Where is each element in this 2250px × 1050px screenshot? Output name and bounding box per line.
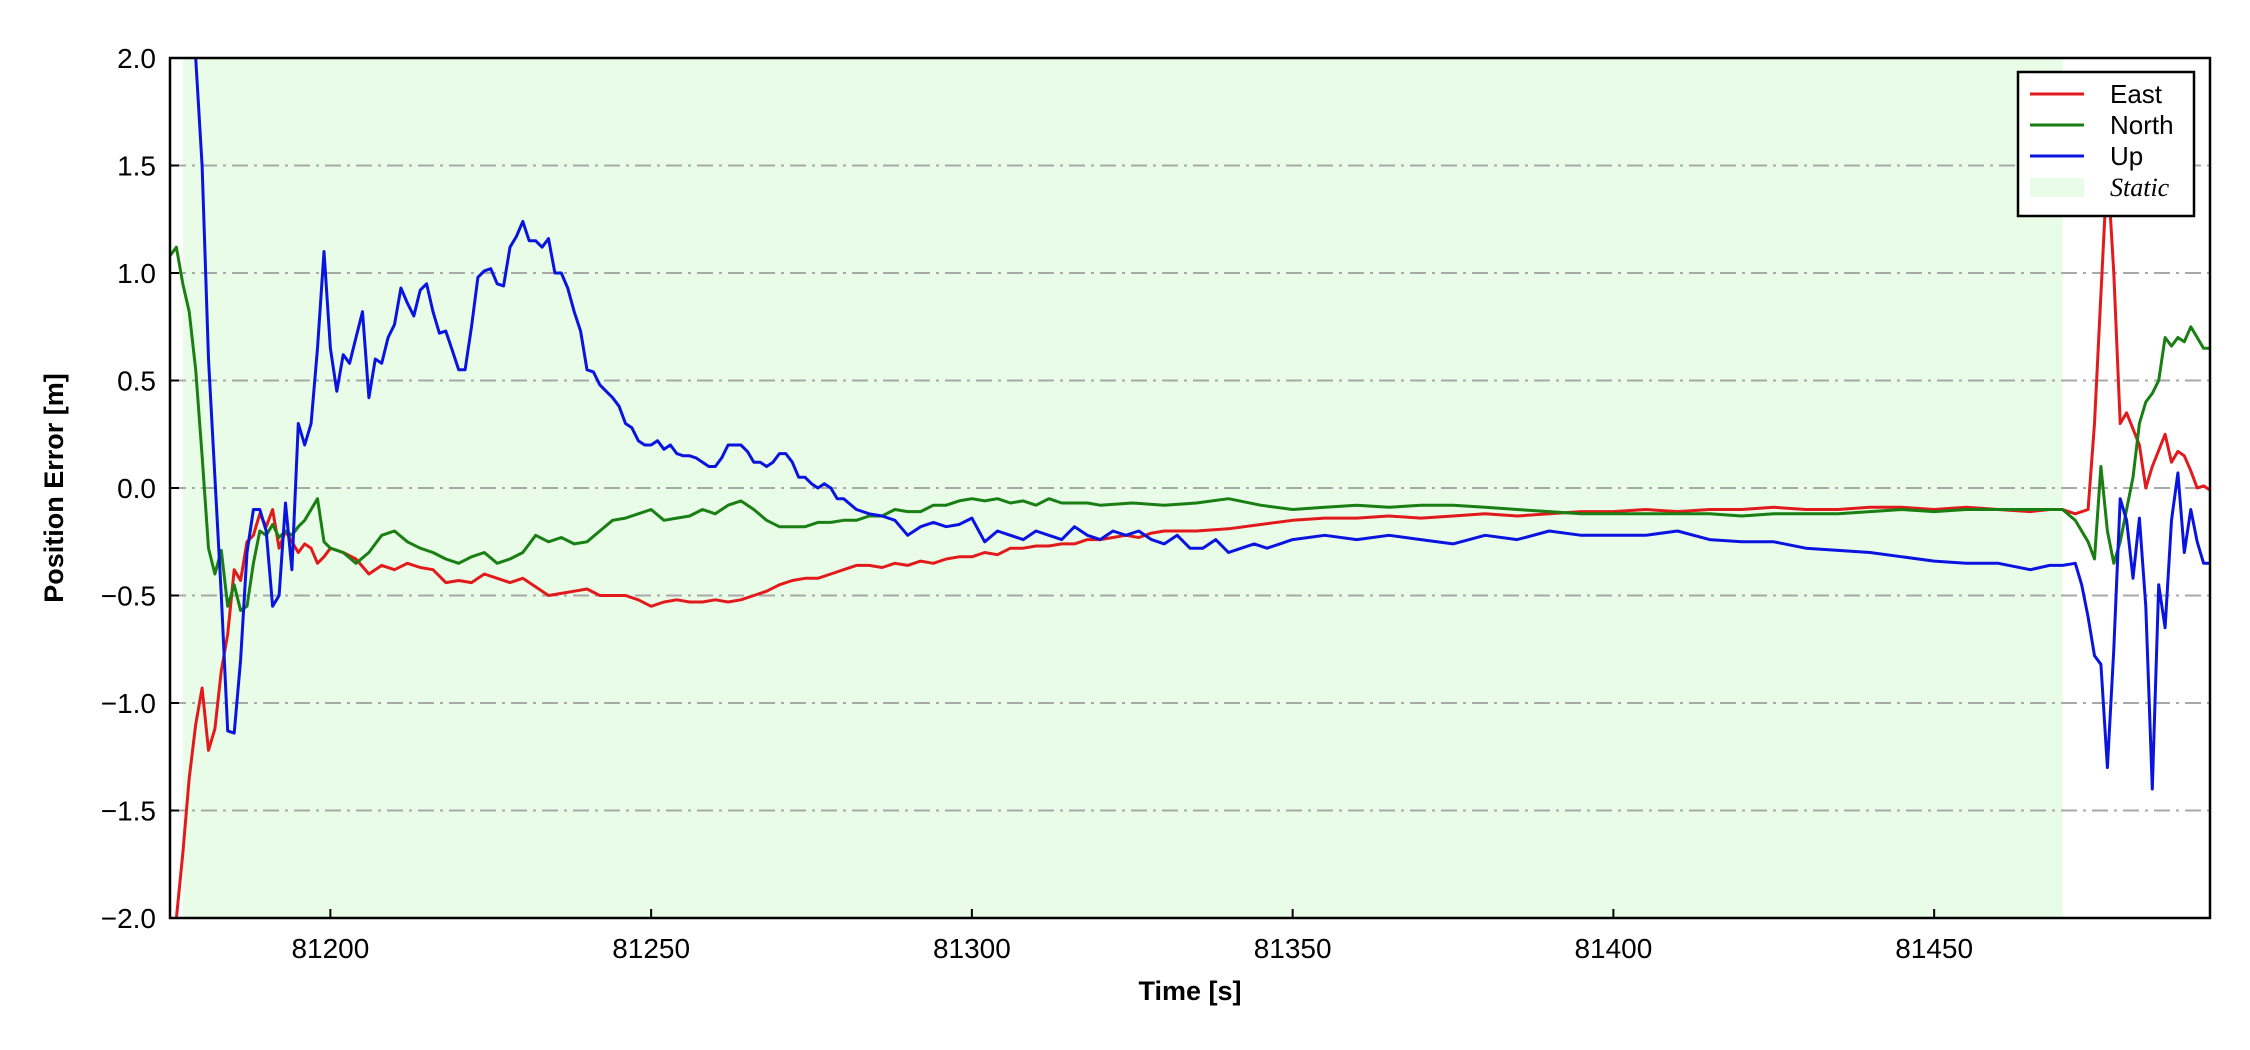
legend-label-east: East xyxy=(2110,79,2163,109)
y-tick-label: 1.5 xyxy=(117,151,156,182)
series-line-east xyxy=(174,164,2210,918)
x-tick-label: 81350 xyxy=(1254,933,1332,964)
plot-frame xyxy=(168,56,2212,920)
x-tick-label: 81400 xyxy=(1574,933,1652,964)
legend-swatch-static xyxy=(2030,178,2084,197)
legend: East North Up Static xyxy=(2016,70,2196,218)
x-tick-label: 81200 xyxy=(291,933,369,964)
x-tick-label: 81300 xyxy=(933,933,1011,964)
legend-box xyxy=(2016,70,2196,218)
y-axis-title: Position Error [m] xyxy=(39,373,69,603)
x-tick-label: 81250 xyxy=(612,933,690,964)
y-tick-label: −0.5 xyxy=(101,581,156,612)
y-tick-label: −1.5 xyxy=(101,796,156,827)
y-tick-label: 0.5 xyxy=(117,366,156,397)
series-line-up xyxy=(194,58,2210,791)
y-tick-label: 0.0 xyxy=(117,473,156,504)
legend-label-static: Static xyxy=(2110,173,2170,202)
x-tick-label: 81450 xyxy=(1895,933,1973,964)
y-tick-label: −2.0 xyxy=(101,903,156,934)
x-axis-ticks: 81200 81250 81300 81350 81400 81450 xyxy=(291,909,1973,964)
y-tick-label: 2.0 xyxy=(117,43,156,74)
legend-label-north: North xyxy=(2110,110,2174,140)
legend-label-up: Up xyxy=(2110,141,2143,171)
x-axis-title: Time [s] xyxy=(1138,976,1241,1006)
series-lines xyxy=(170,58,2210,918)
y-tick-label: −1.0 xyxy=(101,688,156,719)
y-tick-label: 1.0 xyxy=(117,258,156,289)
y-axis-ticks: −2.0 −1.5 −1.0 −0.5 0.0 0.5 1.0 1.5 2.0 xyxy=(101,43,179,934)
